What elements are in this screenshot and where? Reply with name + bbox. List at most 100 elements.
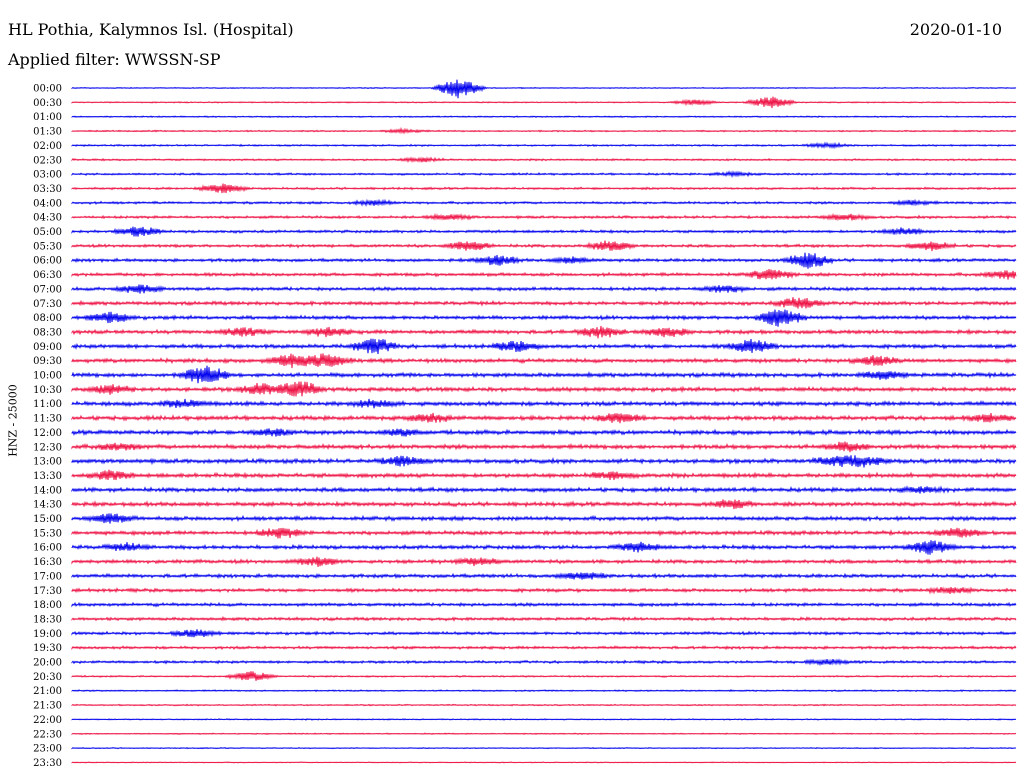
time-tick-label: 19:30 <box>33 643 62 654</box>
trace-line <box>71 198 1017 208</box>
trace-line <box>71 629 1017 638</box>
trace-line <box>71 658 1017 667</box>
trace-line <box>71 513 1017 524</box>
time-tick-label: 10:30 <box>33 385 62 396</box>
time-tick-label: 03:30 <box>33 184 62 195</box>
trace-line <box>71 428 1017 437</box>
time-tick-label: 02:30 <box>33 155 62 166</box>
time-tick-label: 12:00 <box>33 428 62 439</box>
trace-line <box>71 79 1017 99</box>
trace-line <box>71 365 1017 384</box>
trace-line <box>71 469 1017 481</box>
filter-label: Applied filter: WWSSN-SP <box>8 50 221 69</box>
trace-line <box>71 309 1017 327</box>
trace-line <box>71 240 1017 252</box>
time-tick-label: 15:30 <box>33 528 62 539</box>
trace-line <box>71 671 1017 681</box>
trace-line <box>71 645 1017 651</box>
time-tick-label: 18:00 <box>33 600 62 611</box>
trace-line <box>71 297 1017 309</box>
trace-line <box>71 284 1017 294</box>
trace-line <box>71 717 1017 721</box>
time-tick-label: 12:30 <box>33 442 62 453</box>
time-tick-label: 19:00 <box>33 629 62 640</box>
time-tick-label: 06:00 <box>33 256 62 267</box>
time-tick-label: 04:00 <box>33 198 62 209</box>
time-tick-label: 06:30 <box>33 270 62 281</box>
trace-line <box>71 170 1017 179</box>
time-tick-label: 00:00 <box>33 84 62 95</box>
time-tick-label: 11:30 <box>33 414 62 425</box>
time-tick-label: 17:00 <box>33 571 62 582</box>
time-tick-label: 13:00 <box>33 457 62 468</box>
time-tick-label: 00:30 <box>33 98 62 109</box>
time-tick-label: 21:00 <box>33 686 62 697</box>
trace-line <box>71 126 1017 135</box>
trace-line <box>71 96 1017 109</box>
time-tick-label: 11:00 <box>33 399 62 410</box>
trace-line <box>71 732 1017 736</box>
time-tick-label: 23:30 <box>33 758 62 769</box>
trace-line <box>71 556 1017 568</box>
time-tick-label: 23:00 <box>33 744 62 755</box>
trace-line <box>71 156 1017 164</box>
trace-line <box>71 412 1017 424</box>
trace-line <box>71 689 1017 693</box>
trace-line <box>71 455 1017 468</box>
time-tick-label: 20:30 <box>33 672 62 683</box>
time-tick-label: 07:30 <box>33 299 62 310</box>
trace-line <box>71 353 1017 369</box>
time-tick-label: 09:00 <box>33 342 62 353</box>
trace-line <box>71 338 1017 355</box>
time-tick-label: 01:00 <box>33 112 62 123</box>
time-tick-label: 08:30 <box>33 327 62 338</box>
trace-line <box>71 141 1017 150</box>
trace-line <box>71 586 1017 595</box>
time-tick-label: 16:00 <box>33 543 62 554</box>
time-tick-label: 09:30 <box>33 356 62 367</box>
time-tick-label: 16:30 <box>33 557 62 568</box>
trace-line <box>71 269 1017 280</box>
time-tick-label: 20:00 <box>33 658 62 669</box>
trace-line <box>71 499 1017 510</box>
time-tick-label: 05:00 <box>33 227 62 238</box>
trace-line <box>71 601 1017 608</box>
trace-line <box>71 746 1017 750</box>
trace-line <box>71 441 1017 453</box>
time-tick-label: 14:30 <box>33 500 62 511</box>
station-title: HL Pothia, Kalymnos Isl. (Hospital) <box>8 20 294 39</box>
time-tick-label: 18:30 <box>33 614 62 625</box>
trace-line <box>71 527 1017 539</box>
time-tick-label: 15:00 <box>33 514 62 525</box>
time-tick-label: 13:30 <box>33 471 62 482</box>
time-tick-label: 22:30 <box>33 729 62 740</box>
trace-line <box>71 226 1017 237</box>
time-tick-label: 05:30 <box>33 241 62 252</box>
trace-line <box>71 485 1017 494</box>
time-tick-label: 08:00 <box>33 313 62 324</box>
time-tick-label: 21:30 <box>33 701 62 712</box>
trace-line <box>71 540 1017 555</box>
date-label: 2020-01-10 <box>909 20 1002 39</box>
time-tick-label: 17:30 <box>33 586 62 597</box>
trace-line <box>71 115 1017 119</box>
trace-line <box>71 183 1017 194</box>
trace-line <box>71 761 1017 764</box>
trace-line <box>71 325 1017 339</box>
time-tick-label: 01:30 <box>33 127 62 138</box>
trace-line <box>71 615 1017 622</box>
trace-line <box>71 381 1017 397</box>
time-tick-label: 22:00 <box>33 715 62 726</box>
time-tick-label: 04:30 <box>33 213 62 224</box>
trace-line <box>71 703 1017 707</box>
time-tick-label: 07:00 <box>33 284 62 295</box>
time-tick-label: 14:00 <box>33 485 62 496</box>
trace-line <box>71 212 1017 222</box>
time-tick-label: 02:00 <box>33 141 62 152</box>
trace-line <box>71 398 1017 409</box>
trace-line <box>71 571 1017 580</box>
time-tick-label: 10:00 <box>33 371 62 382</box>
time-tick-label: 03:00 <box>33 170 62 181</box>
trace-line <box>71 252 1017 269</box>
